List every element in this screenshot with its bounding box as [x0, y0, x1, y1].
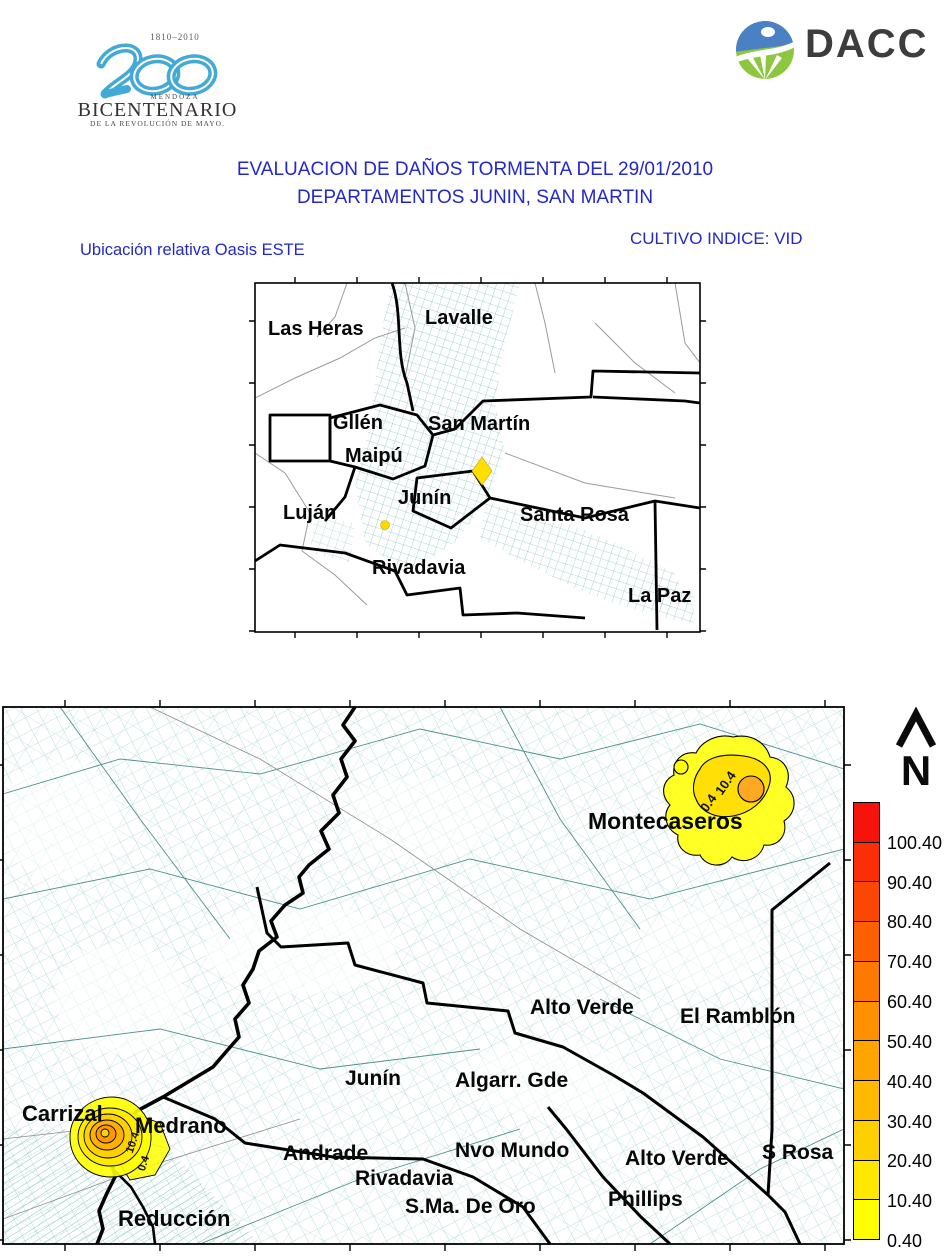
legend-value: 50.40 [887, 1031, 933, 1052]
overview-label-junin: Junín [398, 487, 452, 509]
legend-color-segment [854, 1080, 879, 1120]
detail-label-nvo-mundo: Nvo Mundo [455, 1139, 570, 1162]
legend-color-segment [854, 1000, 879, 1041]
subtitle-left: Ubicación relativa Oasis ESTE [80, 241, 305, 259]
legend-value: 0.40 [887, 1231, 923, 1251]
overview-label-san-martin: San Martín [428, 413, 531, 435]
detail-label-phillips: Phillips [608, 1188, 683, 1211]
detail-map: Montecaseros Alto Verde El Ramblón Junín… [0, 699, 853, 1252]
north-indicator: N [888, 706, 944, 806]
overview-map: Las Heras Lavalle Gllén San Martín Maipú… [247, 275, 708, 640]
legend-color-segment [854, 841, 879, 882]
overview-label-las-heras: Las Heras [268, 318, 364, 340]
overview-map-image [249, 277, 706, 638]
legend-colorbar [853, 802, 880, 1240]
legend-value: 40.40 [887, 1071, 933, 1092]
north-letter: N [900, 747, 932, 794]
subtitle-right: CULTIVO INDICE: VID [630, 229, 803, 248]
bicentenario-mendoza: MENDOZA [150, 93, 200, 101]
title-line2: DEPARTAMENTOS JUNIN, SAN MARTIN [296, 187, 654, 208]
overview-label-lavalle: Lavalle [425, 307, 493, 329]
legend-value: 70.40 [887, 952, 933, 973]
legend-color-segment [854, 881, 879, 922]
bicentenario-ribbon-icon [96, 43, 218, 99]
legend-color-segment [854, 1199, 879, 1240]
legend-value: 60.40 [887, 992, 933, 1013]
detail-label-alto-verde-n: Alto Verde [530, 996, 634, 1019]
detail-label-junin: Junín [345, 1067, 401, 1090]
detail-label-algarr-gde: Algarr. Gde [455, 1069, 569, 1092]
legend-color-segment [854, 960, 879, 1001]
bicentenario-name: BICENTENARIO [77, 99, 238, 121]
overview-label-gllen: Gllén [333, 412, 384, 434]
page-title: EVALUACION DE DAÑOS TORMENTA DEL 29/01/2… [100, 156, 850, 212]
bicentenario-years: 1810–2010 [150, 32, 200, 42]
detail-label-andrade: Andrade [283, 1142, 369, 1165]
legend-color-segment [854, 1040, 879, 1081]
legend-value: 20.40 [887, 1151, 933, 1172]
overview-label-lujan: Luján [283, 502, 337, 524]
detail-label-s-ma-de-oro: S.Ma. De Oro [405, 1195, 536, 1218]
detail-label-s-rosa: S Rosa [762, 1141, 834, 1164]
bicentenario-tagline: DE LA REVOLUCIÓN DE MAYO. [90, 119, 225, 128]
detail-label-carrizal: Carrizal [22, 1101, 103, 1126]
detail-label-reduccion: Reducción [118, 1206, 231, 1231]
detail-label-montecaseros: Montecaseros [588, 808, 743, 834]
legend-value: 90.40 [887, 872, 933, 893]
legend-color-segment [854, 1119, 879, 1160]
legend-color-segment [854, 921, 879, 961]
dacc-wordmark: DACC [805, 22, 929, 66]
bicentenario-logo: 1810–2010 MENDOZA BICENTENARIO DE LA REV… [60, 15, 255, 135]
detail-label-rivadavia: Rivadavia [355, 1167, 454, 1190]
overview-label-rivadavia: Rivadavia [372, 557, 466, 579]
legend-color-segment [854, 1159, 879, 1200]
title-line1: EVALUACION DE DAÑOS TORMENTA DEL 29/01/2… [236, 159, 714, 180]
detail-label-alto-verde-s: Alto Verde [625, 1147, 729, 1170]
legend-value: 80.40 [887, 912, 933, 933]
north-arrow-icon [895, 706, 937, 748]
legend-color-segment [854, 803, 879, 842]
overview-label-santa-rosa: Santa Rosa [520, 504, 629, 526]
legend-value: 100.40 [887, 832, 943, 853]
overview-label-maipu: Maipú [345, 445, 403, 467]
detail-label-el-ramblon: El Ramblón [680, 1005, 796, 1028]
dacc-icon [736, 21, 794, 79]
damage-scale-legend: 100.40 90.40 80.40 70.40 60.40 50.40 40.40 30.4… [853, 802, 945, 1258]
detail-map-image [0, 700, 851, 1251]
legend-value: 30.40 [887, 1111, 933, 1132]
detail-label-medrano: Medrano [135, 1113, 227, 1138]
legend-value: 10.40 [887, 1191, 933, 1212]
dacc-logo: DACC [733, 16, 945, 86]
overview-label-la-paz: La Paz [628, 585, 692, 607]
